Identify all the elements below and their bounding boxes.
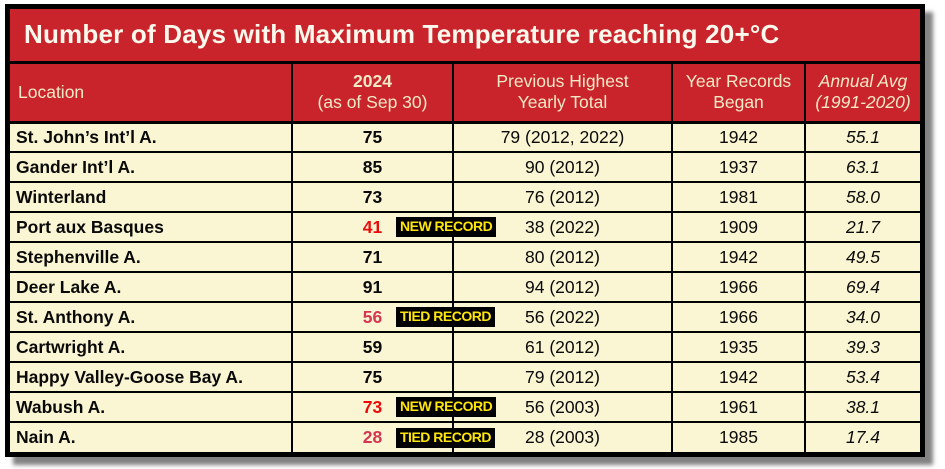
value-2024-cell: 71 [291,241,454,273]
previous-highest-cell: 94 (2012) [452,271,673,303]
column-header-location: Location [10,64,293,124]
column-header-year-line2: Began [713,92,764,113]
annual-avg-cell: 38.1 [804,391,920,423]
column-header-avg-line2: (1991-2020) [815,92,911,113]
value-2024: 73 [362,186,383,207]
location-cell: Nain A. [10,421,293,452]
previous-highest-cell: 79 (2012, 2022) [452,121,673,153]
table-row: Deer Lake A. 91 94 (2012) 1966 69.4 [10,271,920,303]
location-cell: Winterland [10,181,293,213]
year-began-cell: 1966 [671,271,806,303]
table-row: Happy Valley-Goose Bay A. 75 79 (2012) 1… [10,361,920,393]
value-2024-cell: 85 [291,151,454,183]
annual-avg-cell: 55.1 [804,121,920,153]
year-began-cell: 1961 [671,391,806,423]
year-began-cell: 1981 [671,181,806,213]
location-cell: Stephenville A. [10,241,293,273]
location-cell: Happy Valley-Goose Bay A. [10,361,293,393]
column-header-2024: 2024 (as of Sep 30) [291,64,454,124]
year-began-cell: 1935 [671,331,806,363]
column-header-year-line1: Year Records [685,71,792,92]
previous-highest-cell: 76 (2012) [452,181,673,213]
new-record-badge: NEW RECORD [396,217,497,237]
value-2024-cell: 73 [291,181,454,213]
value-2024-cell: 73 NEW RECORD [291,391,497,423]
tied-record-badge: TIED RECORD [396,427,495,448]
table-row: St. Anthony A. 56 TIED RECORD 56 (2022) … [10,301,920,333]
annual-avg-cell: 39.3 [804,331,920,363]
year-began-cell: 1909 [671,211,806,243]
location-cell: Wabush A. [10,391,293,423]
value-2024: 73 [362,396,383,417]
year-began-cell: 1942 [671,121,806,153]
location-cell: Cartwright A. [10,331,293,363]
annual-avg-cell: 49.5 [804,241,920,273]
value-2024-cell: 56 TIED RECORD [291,301,495,333]
column-header-2024-note: (as of Sep 30) [317,92,428,113]
column-header-avg-line1: Annual Avg [818,71,908,92]
annual-avg-cell: 58.0 [804,181,920,213]
value-2024-cell: 41 NEW RECORD [291,211,497,243]
previous-highest-cell: 80 (2012) [452,241,673,273]
column-header-year-began: Year Records Began [671,64,806,124]
value-2024: 91 [362,276,383,297]
year-began-cell: 1942 [671,361,806,393]
location-cell: Gander Int’l A. [10,151,293,183]
value-2024: 85 [362,156,383,177]
year-began-cell: 1966 [671,301,806,333]
previous-highest-cell: 38 (2022) [452,211,673,243]
annual-avg-cell: 21.7 [804,211,920,243]
location-cell: Deer Lake A. [10,271,293,303]
previous-highest-cell: 90 (2012) [452,151,673,183]
column-header-previous: Previous Highest Yearly Total [452,64,673,124]
annual-avg-cell: 69.4 [804,271,920,303]
value-2024: 59 [362,336,383,357]
location-cell: St. Anthony A. [10,301,293,333]
data-table: Location 2024 (as of Sep 30) Previous Hi… [10,64,920,452]
annual-avg-cell: 53.4 [804,361,920,393]
location-cell: Port aux Basques [10,211,293,243]
table-row: Stephenville A. 71 80 (2012) 1942 49.5 [10,241,920,273]
table-row: Gander Int’l A. 85 90 (2012) 1937 63.1 [10,151,920,183]
table-row: Port aux Basques 41 NEW RECORD 38 (2022)… [10,211,920,243]
annual-avg-cell: 17.4 [804,421,920,452]
page-title: Number of Days with Maximum Temperature … [10,9,920,64]
temperature-table: Number of Days with Maximum Temperature … [5,4,925,457]
value-2024-cell: 28 TIED RECORD [291,421,495,452]
table-row: St. John’s Int’l A. 75 79 (2012, 2022) 1… [10,121,920,153]
table-row: Cartwright A. 59 61 (2012) 1935 39.3 [10,331,920,363]
table-header: Location 2024 (as of Sep 30) Previous Hi… [10,64,920,124]
value-2024: 28 [362,427,383,447]
table-row: Wabush A. 73 NEW RECORD 56 (2003) 1961 3… [10,391,920,423]
annual-avg-cell: 34.0 [804,301,920,333]
column-header-previous-line2: Yearly Total [517,92,608,113]
year-began-cell: 1942 [671,241,806,273]
value-2024: 56 [362,306,383,327]
value-2024-cell: 59 [291,331,454,363]
year-began-cell: 1985 [671,421,806,452]
value-2024: 41 [362,216,383,237]
value-2024: 71 [362,246,383,267]
value-2024: 75 [362,366,383,387]
year-began-cell: 1937 [671,151,806,183]
column-header-annual-avg: Annual Avg (1991-2020) [804,64,920,124]
previous-highest-cell: 79 (2012) [452,361,673,393]
table-row: Nain A. 28 TIED RECORD 28 (2003) 1985 17… [10,421,920,452]
location-cell: St. John’s Int’l A. [10,121,293,153]
table-row: Winterland 73 76 (2012) 1981 58.0 [10,181,920,213]
table-body: St. John’s Int’l A. 75 79 (2012, 2022) 1… [10,121,920,452]
value-2024-cell: 75 [291,121,454,153]
value-2024: 75 [362,126,383,147]
column-header-previous-line1: Previous Highest [496,71,629,92]
new-record-badge: NEW RECORD [396,397,497,417]
value-2024-cell: 75 [291,361,454,393]
annual-avg-cell: 63.1 [804,151,920,183]
tied-record-badge: TIED RECORD [396,307,495,327]
column-header-2024-year: 2024 [353,71,392,92]
previous-highest-cell: 61 (2012) [452,331,673,363]
value-2024-cell: 91 [291,271,454,303]
